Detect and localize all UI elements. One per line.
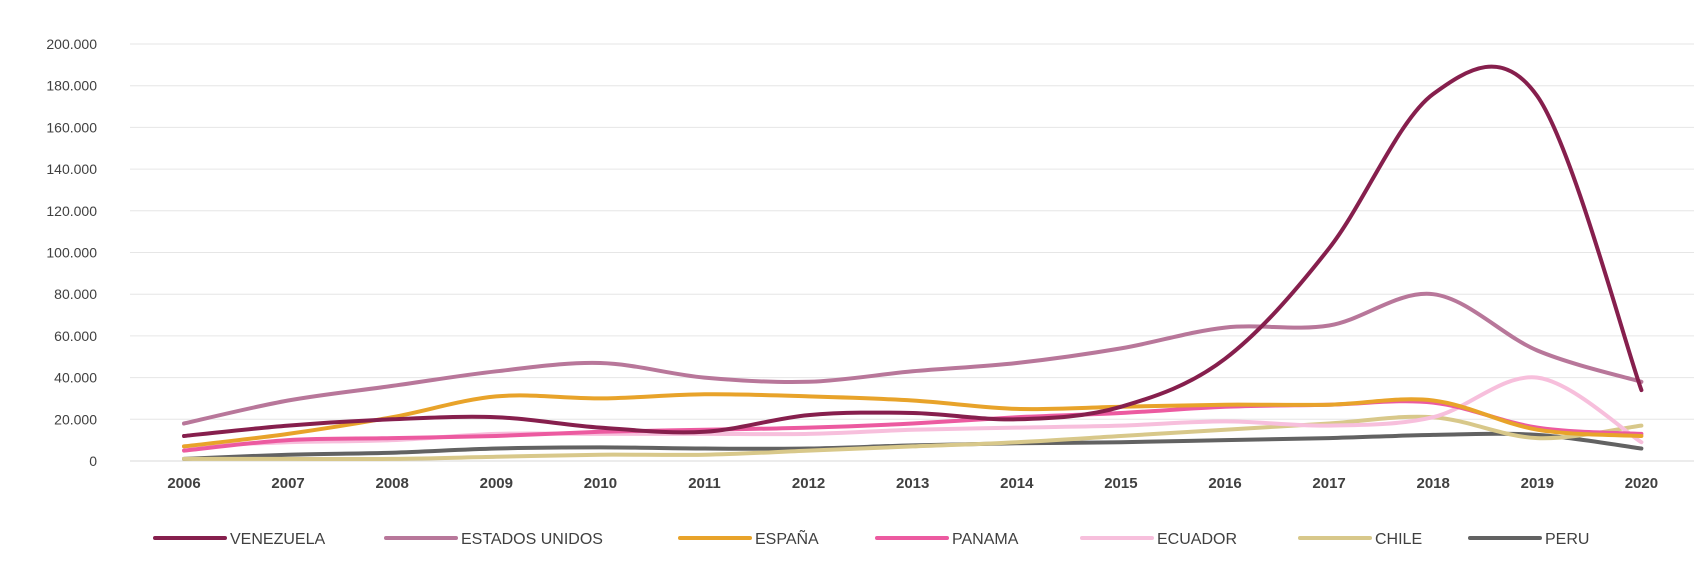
- legend: VENEZUELA ESTADOS UNIDOS ESPAÑA PANAMA ECUAD…: [153, 528, 1589, 548]
- x-tick-label: 2008: [376, 475, 409, 492]
- y-tick-label: 180.000: [46, 78, 97, 94]
- x-tick-label: 2018: [1417, 475, 1450, 492]
- legend-label-estados-unidos: ESTADOS UNIDOS: [461, 531, 603, 548]
- y-tick-label: 140.000: [46, 161, 97, 177]
- y-tick-label: 160.000: [46, 119, 97, 135]
- y-tick-label: 80.000: [54, 286, 97, 302]
- series-line-chile: [182, 414, 1644, 462]
- x-tick-label: 2019: [1521, 475, 1554, 492]
- legend-label-panama: PANAMA: [952, 531, 1019, 548]
- y-tick-label: 40.000: [54, 370, 97, 386]
- x-tick-label: 2006: [167, 475, 200, 492]
- y-axis-ticks: 0 20.000 40.000 60.000 80.000 100.000 120.000 1…: [46, 36, 97, 469]
- y-tick-label: 120.000: [46, 203, 97, 219]
- legend-label-peru: PERU: [1545, 531, 1589, 548]
- series-line-españa: [182, 392, 1644, 449]
- series-line-panama: [182, 399, 1644, 453]
- y-tick-label: 0: [89, 453, 97, 469]
- series-line-venezuela: [182, 64, 1644, 438]
- y-tick-label: 200.000: [46, 36, 97, 52]
- series-lines: [182, 64, 1644, 462]
- legend-label-ecuador: ECUADOR: [1157, 531, 1237, 548]
- x-tick-label: 2011: [688, 475, 721, 492]
- x-tick-label: 2020: [1625, 475, 1658, 492]
- x-tick-label: 2009: [480, 475, 513, 492]
- legend-label-chile: CHILE: [1375, 531, 1422, 548]
- x-tick-label: 2012: [792, 475, 825, 492]
- x-tick-label: 2010: [584, 475, 617, 492]
- y-tick-label: 60.000: [54, 328, 97, 344]
- series-line-estados-unidos: [182, 291, 1644, 426]
- y-tick-label: 100.000: [46, 245, 97, 261]
- grid: [130, 43, 1694, 462]
- x-tick-label: 2007: [271, 475, 304, 492]
- x-tick-label: 2014: [1000, 475, 1034, 492]
- legend-label-españa: ESPAÑA: [755, 528, 819, 548]
- x-tick-label: 2013: [896, 475, 929, 492]
- x-tick-label: 2015: [1104, 475, 1137, 492]
- legend-label-venezuela: VENEZUELA: [230, 531, 325, 548]
- x-tick-label: 2017: [1312, 475, 1345, 492]
- y-tick-label: 20.000: [54, 411, 97, 427]
- x-axis-ticks: 2006 2007 2008 2009 2010 2011 2012 2013 2014 2015…: [167, 475, 1658, 492]
- x-tick-label: 2016: [1208, 475, 1241, 492]
